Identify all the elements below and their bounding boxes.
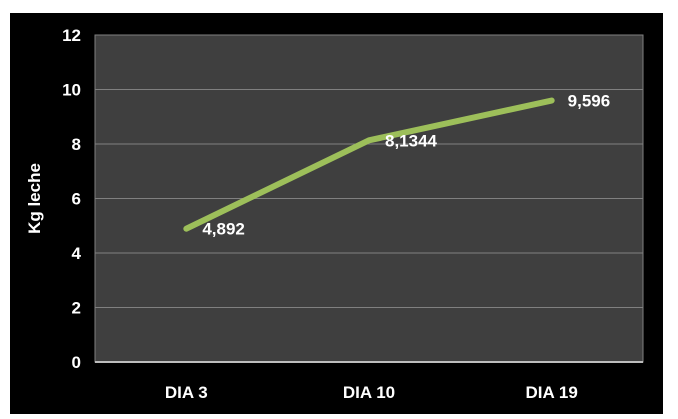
x-category-label: DIA 19 <box>526 383 578 402</box>
y-tick-label: 2 <box>72 299 81 318</box>
line-chart-svg: 0 2 4 6 8 10 12 DIA 3 DIA 10 DIA 19 4,892 8,1344 9,5… <box>25 26 644 402</box>
y-tick-label: 0 <box>72 353 81 372</box>
data-label: 4,892 <box>202 220 245 239</box>
x-category-label: DIA 3 <box>165 383 208 402</box>
data-label: 8,1344 <box>385 131 438 150</box>
milk-production-line-chart: 0 2 4 6 8 10 12 DIA 3 DIA 10 DIA 19 4,892 8,1344 9,5… <box>10 13 663 414</box>
data-label: 9,596 <box>568 92 611 111</box>
series-line <box>183 97 555 232</box>
x-category-label: DIA 10 <box>343 383 395 402</box>
y-tick-label: 6 <box>72 190 81 209</box>
y-tick-label: 10 <box>62 81 81 100</box>
y-tick-label: 4 <box>72 244 82 263</box>
y-tick-label: 8 <box>72 135 81 154</box>
y-axis-title: Kg leche <box>25 163 44 234</box>
y-tick-label: 12 <box>62 26 81 45</box>
